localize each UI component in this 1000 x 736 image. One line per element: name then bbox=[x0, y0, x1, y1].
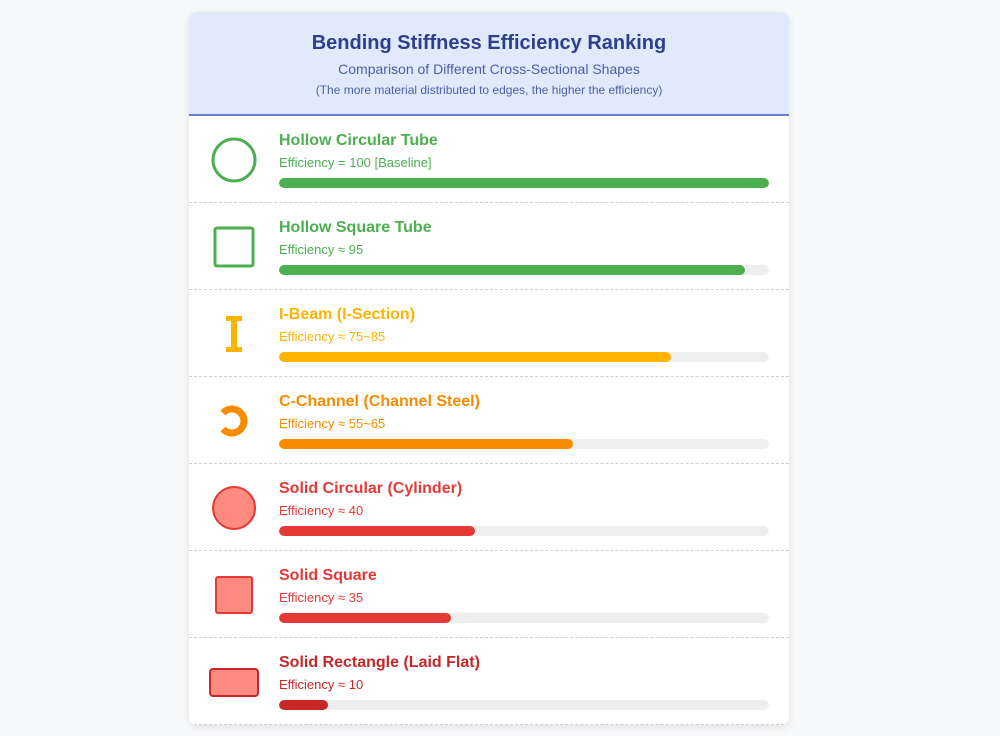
table-row: Solid Square Efficiency ≈ 35 bbox=[189, 551, 789, 638]
ranking-list: Hollow Circular Tube Efficiency = 100 [Ba… bbox=[189, 116, 789, 725]
hollow-square-icon bbox=[203, 203, 265, 290]
solid-square-icon bbox=[203, 551, 265, 638]
efficiency-bar-track bbox=[279, 613, 769, 623]
efficiency-bar bbox=[279, 700, 328, 710]
efficiency-label: Efficiency ≈ 10 bbox=[279, 677, 364, 692]
table-row: Solid Rectangle (Laid Flat) Efficiency ≈ … bbox=[189, 638, 789, 725]
efficiency-bar-track bbox=[279, 526, 769, 536]
shape-name: Hollow Circular Tube bbox=[279, 132, 438, 149]
page-subtitle: Comparison of Different Cross-Sectional … bbox=[338, 61, 640, 77]
shape-name: I-Beam (I-Section) bbox=[279, 306, 416, 323]
efficiency-label: Efficiency ≈ 75~85 bbox=[279, 329, 386, 344]
solid-circle-icon bbox=[203, 464, 265, 551]
efficiency-bar bbox=[279, 613, 451, 623]
efficiency-bar-track bbox=[279, 700, 769, 710]
efficiency-bar bbox=[279, 526, 475, 536]
solid-rectangle-icon bbox=[203, 638, 265, 725]
efficiency-label: Efficiency ≈ 35 bbox=[279, 590, 364, 605]
table-row: Hollow Circular Tube Efficiency = 100 [Ba… bbox=[189, 116, 789, 203]
header-note: (The more material distributed to edges,… bbox=[315, 83, 663, 97]
table-row: I-Beam (I-Section) Efficiency ≈ 75~85 bbox=[189, 290, 789, 377]
efficiency-bar bbox=[279, 178, 769, 188]
shape-name: Solid Rectangle (Laid Flat) bbox=[279, 654, 480, 671]
efficiency-bar bbox=[279, 439, 573, 449]
page-title: Bending Stiffness Efficiency Ranking bbox=[311, 32, 667, 54]
efficiency-label: Efficiency ≈ 55~65 bbox=[279, 416, 386, 431]
shape-name: Solid Circular (Cylinder) bbox=[279, 480, 463, 497]
c-channel-icon bbox=[203, 377, 265, 464]
table-row: C-Channel (Channel Steel) Efficiency ≈ 55… bbox=[189, 377, 789, 464]
efficiency-bar bbox=[279, 265, 745, 275]
efficiency-label: Efficiency ≈ 95 bbox=[279, 242, 364, 257]
efficiency-label: Efficiency = 100 [Baseline] bbox=[279, 155, 432, 170]
efficiency-bar bbox=[279, 352, 671, 362]
i-beam-icon bbox=[203, 290, 265, 377]
shape-name: C-Channel (Channel Steel) bbox=[279, 393, 480, 410]
shape-name: Hollow Square Tube bbox=[279, 219, 432, 236]
shape-name: Solid Square bbox=[279, 567, 377, 584]
efficiency-bar-track bbox=[279, 439, 769, 449]
table-row: Hollow Square Tube Efficiency ≈ 95 bbox=[189, 203, 789, 290]
efficiency-bar-track bbox=[279, 178, 769, 188]
card-header: Bending Stiffness Efficiency Ranking Com… bbox=[189, 12, 789, 116]
efficiency-bar-track bbox=[279, 265, 769, 275]
ranking-card: Bending Stiffness Efficiency Ranking Com… bbox=[189, 12, 789, 725]
efficiency-label: Efficiency ≈ 40 bbox=[279, 503, 364, 518]
table-row: Solid Circular (Cylinder) Efficiency ≈ 40 bbox=[189, 464, 789, 551]
hollow-circle-icon bbox=[203, 116, 265, 203]
efficiency-bar-track bbox=[279, 352, 769, 362]
